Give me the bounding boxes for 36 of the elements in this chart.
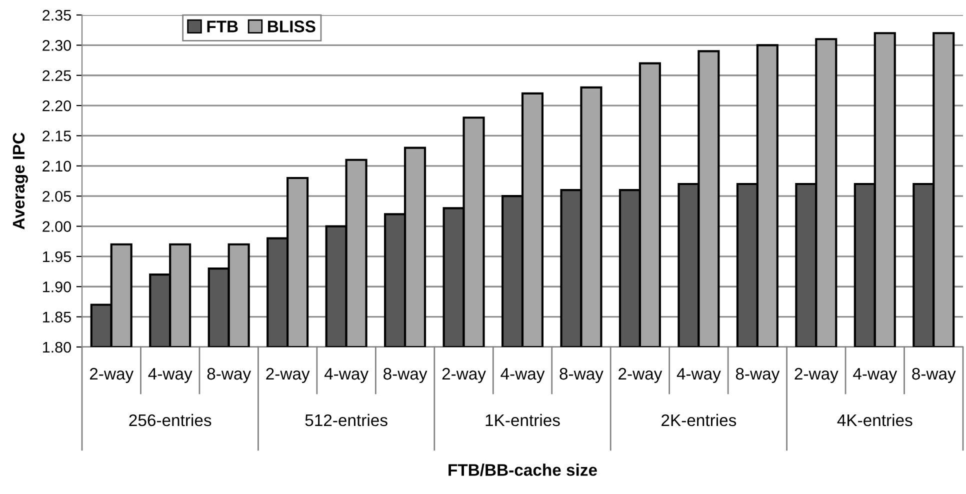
- legend-label: BLISS: [268, 20, 316, 32]
- y-tick-label: 2.35: [42, 10, 71, 21]
- x-axis-title: FTB/BB-cache size: [448, 464, 597, 476]
- text: 256-entries: [129, 414, 212, 426]
- x-tick-label: 8-way: [912, 368, 956, 383]
- x-tick-label: 2-way: [90, 368, 134, 383]
- x-tick-label: 2-way: [442, 368, 486, 383]
- y-axis-title: Average IPC: [12, 132, 28, 230]
- x-tick-label: 4-way: [853, 368, 898, 383]
- x-tick-label: 4-way: [676, 368, 721, 383]
- y-tick-label: 2.20: [42, 100, 71, 112]
- text: 1K-entries: [486, 414, 560, 426]
- y-tick-label: 1.80: [43, 342, 71, 353]
- text: 2K-entries: [662, 414, 736, 426]
- x-tick-label: 2-way: [266, 368, 310, 383]
- y-tick-label: 2.00: [42, 221, 71, 232]
- x-tick-label: 2-way: [618, 368, 662, 383]
- x-tick-label: 8-way: [207, 368, 252, 383]
- y-tick-label: 1.95: [43, 251, 71, 262]
- y-tick-label: 2.10: [42, 160, 71, 172]
- y-tick-label: 2.25: [42, 70, 71, 82]
- x-tick-label: 4-way: [148, 368, 192, 383]
- x-tick-label: 4-way: [500, 368, 545, 383]
- x-tick-label: 8-way: [384, 368, 428, 383]
- y-tick-label: 2.05: [42, 190, 71, 202]
- x-tick-label: 8-way: [736, 368, 780, 383]
- x-tick-label: 8-way: [560, 368, 604, 383]
- x-tick-label: 4-way: [324, 368, 368, 383]
- y-tick-label: 1.85: [43, 312, 71, 323]
- y-tick-label: 1.90: [43, 282, 71, 292]
- text: 4K-entries: [837, 414, 912, 426]
- y-tick-label: 2.30: [42, 40, 71, 51]
- text: 512-entries: [305, 414, 388, 426]
- legend-label: FTB: [207, 20, 238, 32]
- y-tick-label: 2.15: [42, 130, 71, 142]
- x-tick-label: 2-way: [794, 368, 838, 383]
